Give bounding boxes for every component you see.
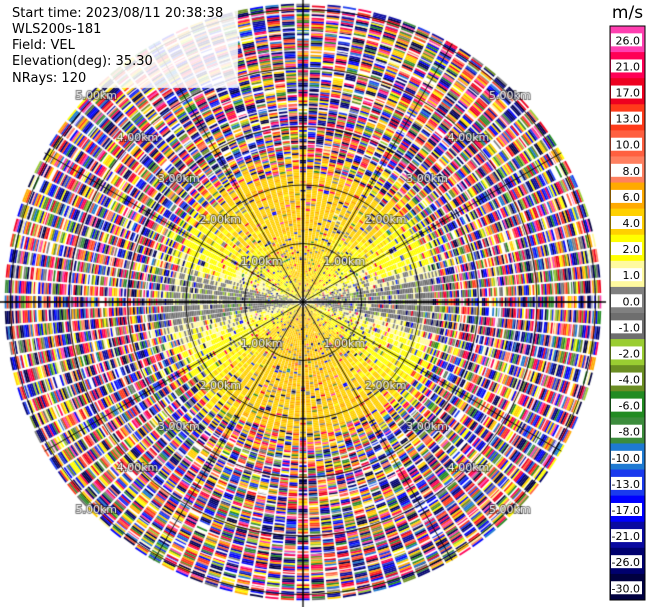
colorbar-tick-label: 1.0 — [623, 269, 641, 282]
colorbar-tick-bg — [611, 476, 642, 490]
colorbar-tick-label: -1.0 — [619, 321, 640, 334]
colorbar-tick-label: 2.0 — [623, 243, 641, 256]
start-time-label: Start time: 2023/08/11 20:38:38 — [12, 6, 224, 21]
colorbar-tick-bg — [611, 33, 642, 47]
colorbar-tick-bg — [611, 581, 642, 595]
colorbar-tick-label: -26.0 — [612, 556, 640, 569]
instrument-label: WLS200s-181 — [12, 22, 102, 37]
colorbar-border — [609, 25, 646, 601]
colorbar-tick-label: 26.0 — [616, 34, 641, 47]
colorbar-tick-bg — [611, 137, 642, 151]
colorbar-tick-label: 21.0 — [616, 60, 641, 73]
elevation-label: Elevation(deg): 35.30 — [12, 54, 153, 69]
colorbar-tick-bg — [611, 320, 642, 334]
colorbar-tick-bg — [611, 163, 642, 177]
colorbar-tick-bg — [611, 529, 642, 543]
colorbar-tick-bg — [611, 215, 642, 229]
colorbar-tick-label: -21.0 — [612, 530, 640, 543]
colorbar-tick-bg — [611, 111, 642, 125]
colorbar-tick-bg — [611, 268, 642, 282]
colorbar-tick-bg — [611, 242, 642, 256]
colorbar-tick-label: -13.0 — [612, 478, 640, 491]
colorbar-tick-label: 17.0 — [616, 87, 641, 100]
colorbar-tick-label: 13.0 — [616, 113, 641, 126]
field-label: Field: VEL — [12, 38, 75, 53]
colorbar-title: m/s — [612, 3, 643, 23]
colorbar-tick-label: -8.0 — [619, 426, 640, 439]
colorbar-tick-label: -30.0 — [612, 582, 640, 595]
colorbar-tick-bg — [611, 372, 642, 386]
colorbar-tick-bg — [611, 502, 642, 516]
colorbar-tick-bg — [611, 189, 642, 203]
colorbar-tick-label: -10.0 — [612, 452, 640, 465]
colorbar-tick-label: -2.0 — [619, 347, 640, 360]
colorbar-tick-bg — [611, 450, 642, 464]
colorbar-tick-bg — [611, 59, 642, 73]
colorbar-tick-bg — [611, 555, 642, 569]
colorbar-tick-bg — [611, 294, 642, 308]
colorbar-tick-bg — [611, 346, 642, 360]
colorbar-tick-bg — [611, 398, 642, 412]
colorbar-tick-bg — [611, 424, 642, 438]
colorbar-tick-bg — [611, 85, 642, 99]
colorbar-tick-label: -6.0 — [619, 400, 640, 413]
nrays-label: NRays: 120 — [12, 71, 87, 86]
colorbar-tick-label: 0.0 — [623, 295, 641, 308]
colorbar-tick-label: 8.0 — [623, 165, 641, 178]
colorbar-tick-label: 4.0 — [623, 217, 641, 230]
colorbar-tick-label: -17.0 — [612, 504, 640, 517]
colorbar-tick-label: -4.0 — [619, 374, 640, 387]
colorbar-tick-label: 6.0 — [623, 191, 641, 204]
colorbar-tick-label: 10.0 — [616, 139, 641, 152]
